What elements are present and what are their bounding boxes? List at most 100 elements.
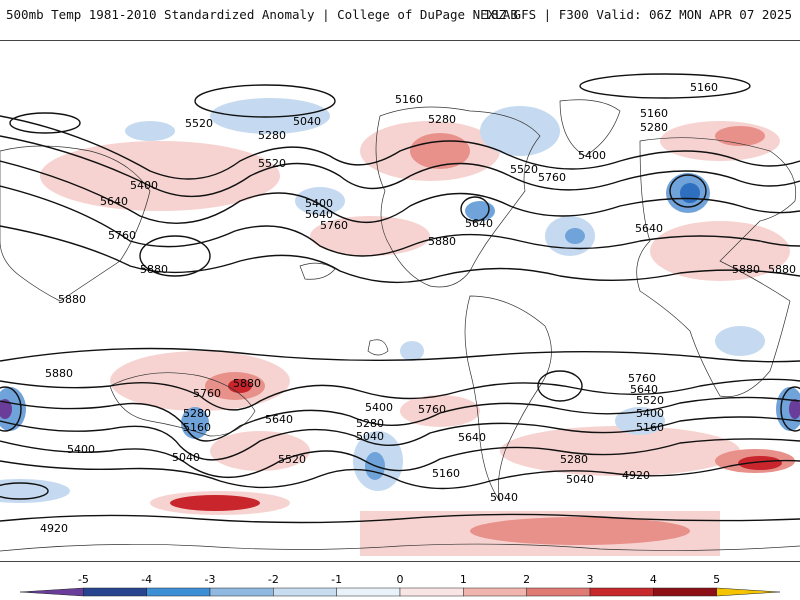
colorbar-segments: [19, 587, 781, 597]
contour-label: 5400: [67, 443, 95, 456]
colorbar-segment: [716, 587, 781, 597]
contour-line: [0, 513, 800, 524]
contour-label: 5040: [356, 430, 384, 443]
colorbar-tick-label: 4: [650, 573, 657, 586]
neg-anomaly-area: [480, 106, 560, 156]
pos-anomaly-area: [310, 216, 430, 256]
contour-label: 5400: [636, 407, 664, 420]
neg-anomaly-area: [0, 399, 12, 419]
closed-contour: [139, 235, 211, 277]
pos-anomaly-area: [500, 426, 740, 476]
contour-label: 5160: [636, 421, 664, 434]
neg-anomaly-area: [125, 121, 175, 141]
contour-label: 4920: [40, 522, 68, 535]
contour-line: [0, 225, 800, 284]
contour-label: 5400: [365, 401, 393, 414]
contour-label: 5640: [100, 195, 128, 208]
contour-label: 5400: [305, 197, 333, 210]
contour-line: [0, 459, 800, 490]
neg-anomaly-area: [465, 201, 495, 221]
closed-contour: [780, 386, 800, 432]
colorbar-tick-label: 1: [460, 573, 467, 586]
contour-label: 5640: [305, 208, 333, 221]
pos-anomaly-area: [470, 517, 690, 545]
contour-label: 5280: [428, 113, 456, 126]
pos-anomaly-area: [210, 431, 310, 471]
contour-label: 5640: [630, 383, 658, 396]
neg-anomaly-area: [295, 187, 345, 215]
contour-label: 5760: [108, 229, 136, 242]
colorbar-tick-label: -5: [78, 573, 89, 586]
contour-label: 5160: [395, 93, 423, 106]
neg-anomaly-area: [400, 341, 424, 361]
pos-anomaly-area: [400, 395, 480, 427]
colorbar-segment: [463, 587, 527, 597]
closed-contour: [579, 73, 751, 99]
island-outline: [367, 339, 389, 356]
colorbar: -5 -4 -3 -2 -1 0 1 2 3 4 5: [19, 573, 781, 597]
contour-label: 5280: [258, 129, 286, 142]
contour-line: [0, 347, 800, 363]
colorbar-tick-label: 3: [587, 573, 594, 586]
colorbar-segment: [589, 587, 654, 597]
greenland-outline: [559, 99, 621, 157]
contour-label: 5520: [510, 163, 538, 176]
contour-label: 5040: [490, 491, 518, 504]
colorbar-segment: [83, 587, 147, 597]
contour-label: 5160: [432, 467, 460, 480]
colorbar-tick-label: -2: [268, 573, 279, 586]
contour-line: [0, 135, 800, 198]
contour-label: 5880: [768, 263, 796, 276]
contour-line: [0, 416, 800, 461]
colorbar-tick-label: -1: [331, 573, 342, 586]
europe-africa-outline: [636, 137, 797, 398]
closed-contour: [537, 370, 583, 402]
contour-label: 5760: [538, 171, 566, 184]
colorbar-segment: [336, 587, 401, 597]
contour-line: [0, 160, 800, 224]
closed-contour: [669, 174, 707, 208]
anomaly-shading: [0, 98, 800, 556]
contour-label: 5520: [636, 394, 664, 407]
island-outline: [299, 262, 336, 280]
pos-anomaly-area: [170, 495, 260, 511]
colorbar-segment: [273, 587, 337, 597]
colorbar-tick-label: 5: [713, 573, 720, 586]
colorbar-segment: [399, 587, 464, 597]
contour-label: 5280: [640, 121, 668, 134]
closed-contour: [194, 84, 336, 118]
contour-label: 5640: [465, 217, 493, 230]
contour-label: 5880: [45, 367, 73, 380]
colorbar-tick-label: -4: [141, 573, 152, 586]
map-title: 500mb Temp 1981-2010 Standardized Anomal…: [6, 7, 518, 22]
contour-label: 5520: [278, 453, 306, 466]
colorbar-segment: [526, 587, 591, 597]
contour-line: [0, 438, 800, 479]
contour-line: [0, 396, 800, 442]
contour-labels: 5160 5160 5160 5040 5280 5280 5280 5520 …: [40, 81, 796, 535]
pos-anomaly-area: [40, 141, 280, 211]
neg-anomaly-area: [565, 228, 585, 244]
height-contours: [0, 73, 800, 524]
contour-label: 5040: [566, 473, 594, 486]
neg-anomaly-area: [680, 183, 700, 203]
colorbar-segment: [209, 587, 274, 597]
contour-label: 5520: [185, 117, 213, 130]
contour-label: 4920: [622, 469, 650, 482]
contour-label: 5760: [418, 403, 446, 416]
south-america-outline: [464, 295, 552, 502]
contour-label: 5160: [690, 81, 718, 94]
contour-label: 5280: [560, 453, 588, 466]
map-header: 500mb Temp 1981-2010 Standardized Anomal…: [0, 0, 800, 30]
contour-label: 5880: [140, 263, 168, 276]
colorbar-tick-label: 0: [397, 573, 404, 586]
anomaly-map: 5160 5160 5160 5040 5280 5280 5280 5520 …: [0, 73, 800, 556]
contour-label: 5880: [233, 377, 261, 390]
contour-label: 5280: [356, 417, 384, 430]
closed-contour: [0, 386, 22, 432]
neg-anomaly-area: [715, 326, 765, 356]
contour-line: [0, 115, 800, 180]
contour-label: 5640: [635, 222, 663, 235]
contour-label: 5640: [458, 431, 486, 444]
contour-label: 5280: [183, 407, 211, 420]
